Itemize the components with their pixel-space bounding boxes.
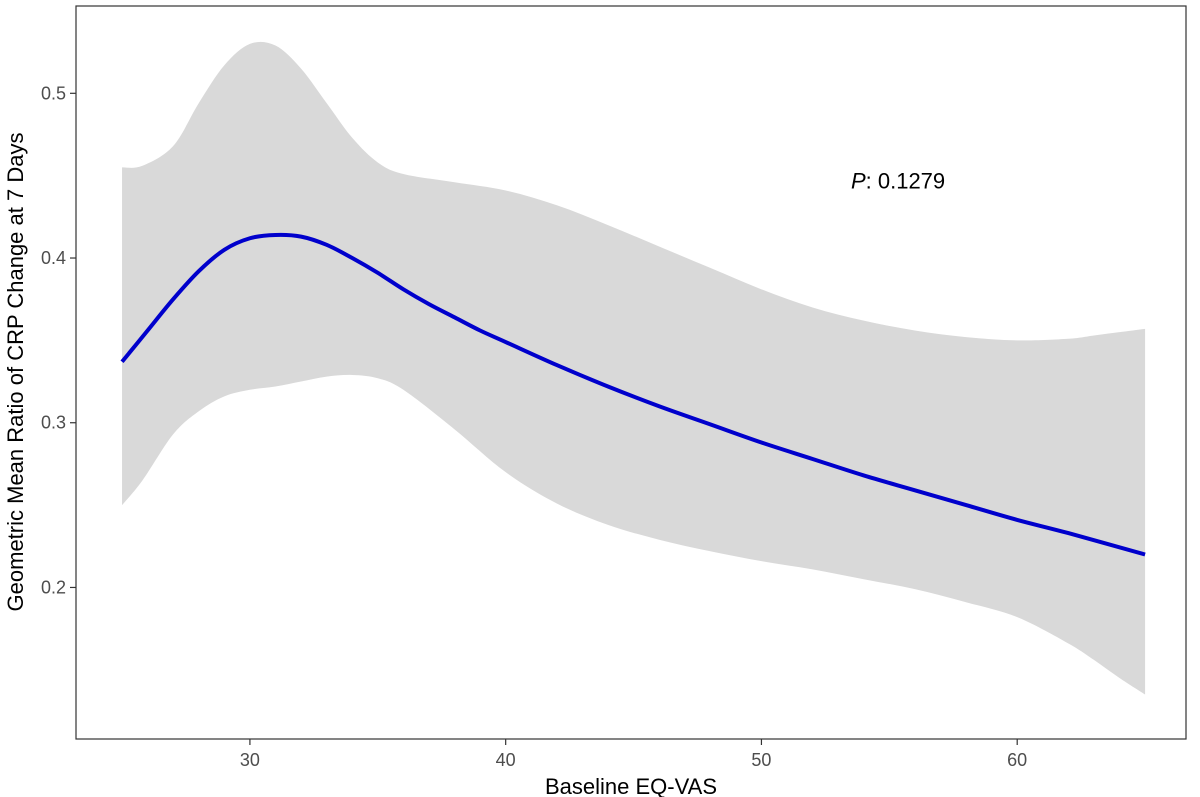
fit-line-layer <box>120 232 1146 557</box>
plot-panel-border <box>75 5 1187 740</box>
y-tick-label: 0.4 <box>41 248 66 268</box>
p-value-label: P <box>851 169 866 194</box>
x-axis-title: Baseline EQ-VAS <box>545 774 717 797</box>
y-tick-label: 0.3 <box>41 413 66 433</box>
fit-line-0 <box>120 232 1146 557</box>
x-tick-label: 60 <box>1007 750 1027 770</box>
p-value-annotation: P: 0.1279 <box>851 169 945 194</box>
x-tick-label: 40 <box>496 750 516 770</box>
confidence-band-layer <box>122 41 1146 695</box>
y-tick-label: 0.2 <box>41 577 66 597</box>
p-value-text: : 0.1279 <box>866 169 946 194</box>
y-tick-label: 0.5 <box>41 83 66 103</box>
x-tick-label: 30 <box>240 750 260 770</box>
y-axis: 0.2 0.3 0.4 0.5 <box>41 83 76 597</box>
x-axis: 30 40 50 60 <box>240 739 1027 770</box>
confidence-band <box>122 41 1146 695</box>
x-tick-label: 50 <box>751 750 771 770</box>
y-axis-title: Geometric Mean Ratio of CRP Change at 7 … <box>3 133 28 612</box>
